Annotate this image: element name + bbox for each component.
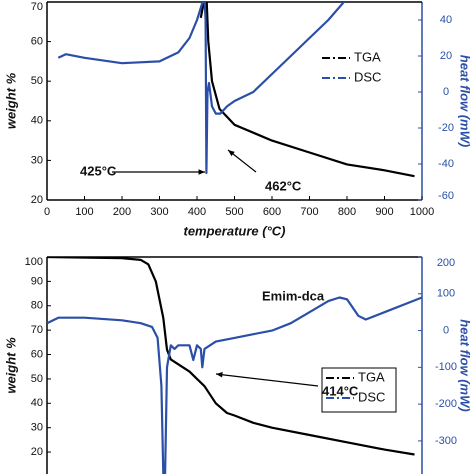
y2-tick-label: -100 (435, 361, 457, 373)
arrow-head (198, 169, 205, 175)
x-tick-label: 100 (75, 206, 93, 218)
y2-tick-label: 20 (440, 50, 452, 62)
legend-label: DSC (358, 389, 385, 404)
x-tick-label: 1000 (410, 206, 434, 218)
y-tick-label: 60 (31, 348, 43, 360)
x-axis-title: temperature (°C) (184, 223, 286, 238)
annotation: 462°C (265, 178, 302, 193)
annotation: Emim-dca (262, 288, 325, 303)
series-line (47, 257, 415, 456)
y-tick-label: 70 (31, 324, 43, 336)
y-tick-label: 20 (31, 194, 43, 206)
y-tick-label: 60 (31, 36, 43, 48)
series-line (57, 2, 346, 175)
x-tick-label: 500 (225, 206, 243, 218)
x-tick-label: 300 (150, 206, 168, 218)
y-tick-label: 30 (31, 422, 43, 434)
x-tick-label: 200 (113, 206, 131, 218)
legend-label: DSC (354, 69, 381, 84)
legend-box (321, 367, 397, 413)
y2-tick-label: -20 (438, 122, 454, 134)
y-tick-label: 50 (31, 373, 43, 385)
x-tick-label: 400 (188, 206, 206, 218)
series-line (199, 2, 415, 178)
arrow-head (228, 150, 235, 157)
y-tick-label: 30 (31, 154, 43, 166)
y2-tick-label: 40 (440, 14, 452, 26)
y-tick-label: 90 (31, 275, 43, 287)
x-tick-label: 900 (375, 206, 393, 218)
plot-area (57, 2, 415, 178)
x-tick-label: 600 (263, 206, 281, 218)
series-line (47, 296, 422, 474)
y2-tick-label: -40 (438, 158, 454, 170)
y-axis-title: weight % (3, 72, 18, 129)
arrow-head (216, 372, 223, 378)
y-tick-label: 40 (31, 115, 43, 127)
y-tick-label: 80 (31, 300, 43, 312)
annotation: 414°C (322, 383, 359, 398)
y-tick-label: 40 (31, 397, 43, 409)
y2-tick-label: 200 (437, 257, 455, 269)
legend-label: TGA (358, 369, 385, 384)
y2-tick-label: 0 (443, 324, 449, 336)
annotation: 425°C (80, 163, 117, 178)
legend-label: TGA (354, 49, 381, 64)
y2-axis-title: heat flow (mW) (458, 55, 473, 147)
y2-tick-label: 0 (443, 86, 449, 98)
x-tick-label: 800 (338, 206, 356, 218)
y-tick-label: 50 (31, 75, 43, 87)
y2-tick-label: -200 (435, 398, 457, 410)
x-tick-label: 0 (44, 206, 50, 218)
x-tick-label: 700 (300, 206, 318, 218)
y-tick-label: 20 (31, 446, 43, 458)
y2-tick-label: 100 (437, 288, 455, 300)
y2-tick-label: -300 (435, 435, 457, 447)
y-axis-title: weight % (3, 337, 18, 394)
y2-axis-title: heat flow (mW) (458, 319, 473, 411)
y2-tick-label: -60 (438, 190, 454, 202)
y-tick-label: 100 (25, 256, 43, 268)
annotation-arrow (215, 373, 319, 387)
y-tick-label: 70 (31, 1, 43, 13)
plot-area (47, 257, 422, 474)
